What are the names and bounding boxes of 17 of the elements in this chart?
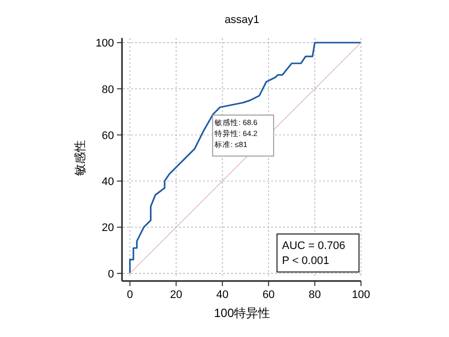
y-tick-label: 0 (108, 268, 114, 280)
x-tick-label: 100 (352, 289, 370, 301)
chart-title: assay1 (224, 14, 260, 26)
annotation: AUC = 0.706 (282, 240, 346, 252)
y-tick-label: 20 (102, 222, 114, 234)
y-tick-label: 40 (102, 176, 114, 188)
x-tick-label: 80 (308, 289, 321, 301)
x-tick-label: 0 (126, 289, 133, 301)
y-tick-label: 100 (96, 38, 114, 50)
x-tick-label: 40 (216, 289, 228, 301)
y-axis-title: 敏感性 (73, 140, 87, 176)
x-axis-title: 100特异性 (214, 306, 270, 320)
x-tick-label: 60 (262, 289, 275, 301)
y-tick-label: 60 (102, 130, 114, 142)
x-tick-label: 20 (170, 289, 182, 301)
annotation: P < 0.001 (282, 255, 330, 267)
y-tick-label: 80 (102, 84, 114, 96)
